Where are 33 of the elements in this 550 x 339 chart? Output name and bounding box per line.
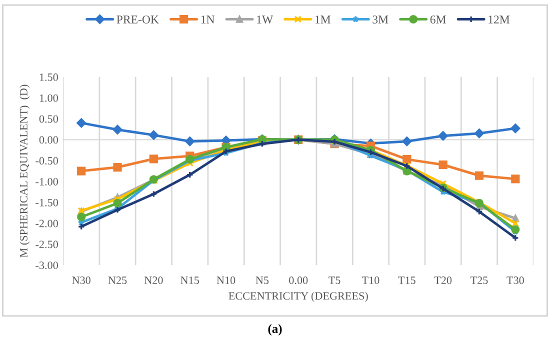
x-tick-label: N5 [256,276,269,284]
legend-label: PRE-OK [116,16,159,24]
x-tick-label: T25 [470,276,488,284]
y-tick-label: -0.50 [36,157,58,165]
y-tick-label: -2.50 [36,240,58,248]
y-tick-label: 0.50 [39,115,58,123]
x-tick-label: N10 [216,276,236,284]
x-tick-label: N15 [180,276,199,284]
y-tick-label: -2.00 [36,220,58,228]
y-tick-label: -1.00 [36,178,58,186]
x-axis-title: ECCENTRICITY (DEGREES) [228,292,368,302]
y-tick-label: 0.00 [39,136,58,144]
legend-label: 3M [372,16,388,24]
legend-label: 12M [488,16,510,24]
legend-label: 1N [201,16,214,24]
x-tick-label: N30 [72,276,90,284]
x-tick-label: T15 [398,276,416,284]
x-tick-label: T20 [434,276,452,284]
x-tick-label: T10 [362,276,380,284]
legend-label: 1W [257,16,274,24]
legend-label: 6M [430,16,446,24]
x-tick-label: N25 [108,276,127,284]
x-tick-label: 0.00 [289,276,308,284]
y-axis-title: M (SPHERICAL EQUIVALENT) (D) [20,84,30,258]
y-tick-label: 1.50 [40,73,58,81]
y-tick-label: -3.00 [36,262,58,270]
x-tick-label: T30 [506,276,524,284]
y-tick-label: 1.00 [40,94,58,102]
y-tick-label: -1.50 [36,198,58,206]
x-tick-label: N20 [144,276,163,284]
x-tick-label: T5 [328,276,340,284]
text: (a) [268,324,282,336]
legend-label: 1M [315,16,330,24]
